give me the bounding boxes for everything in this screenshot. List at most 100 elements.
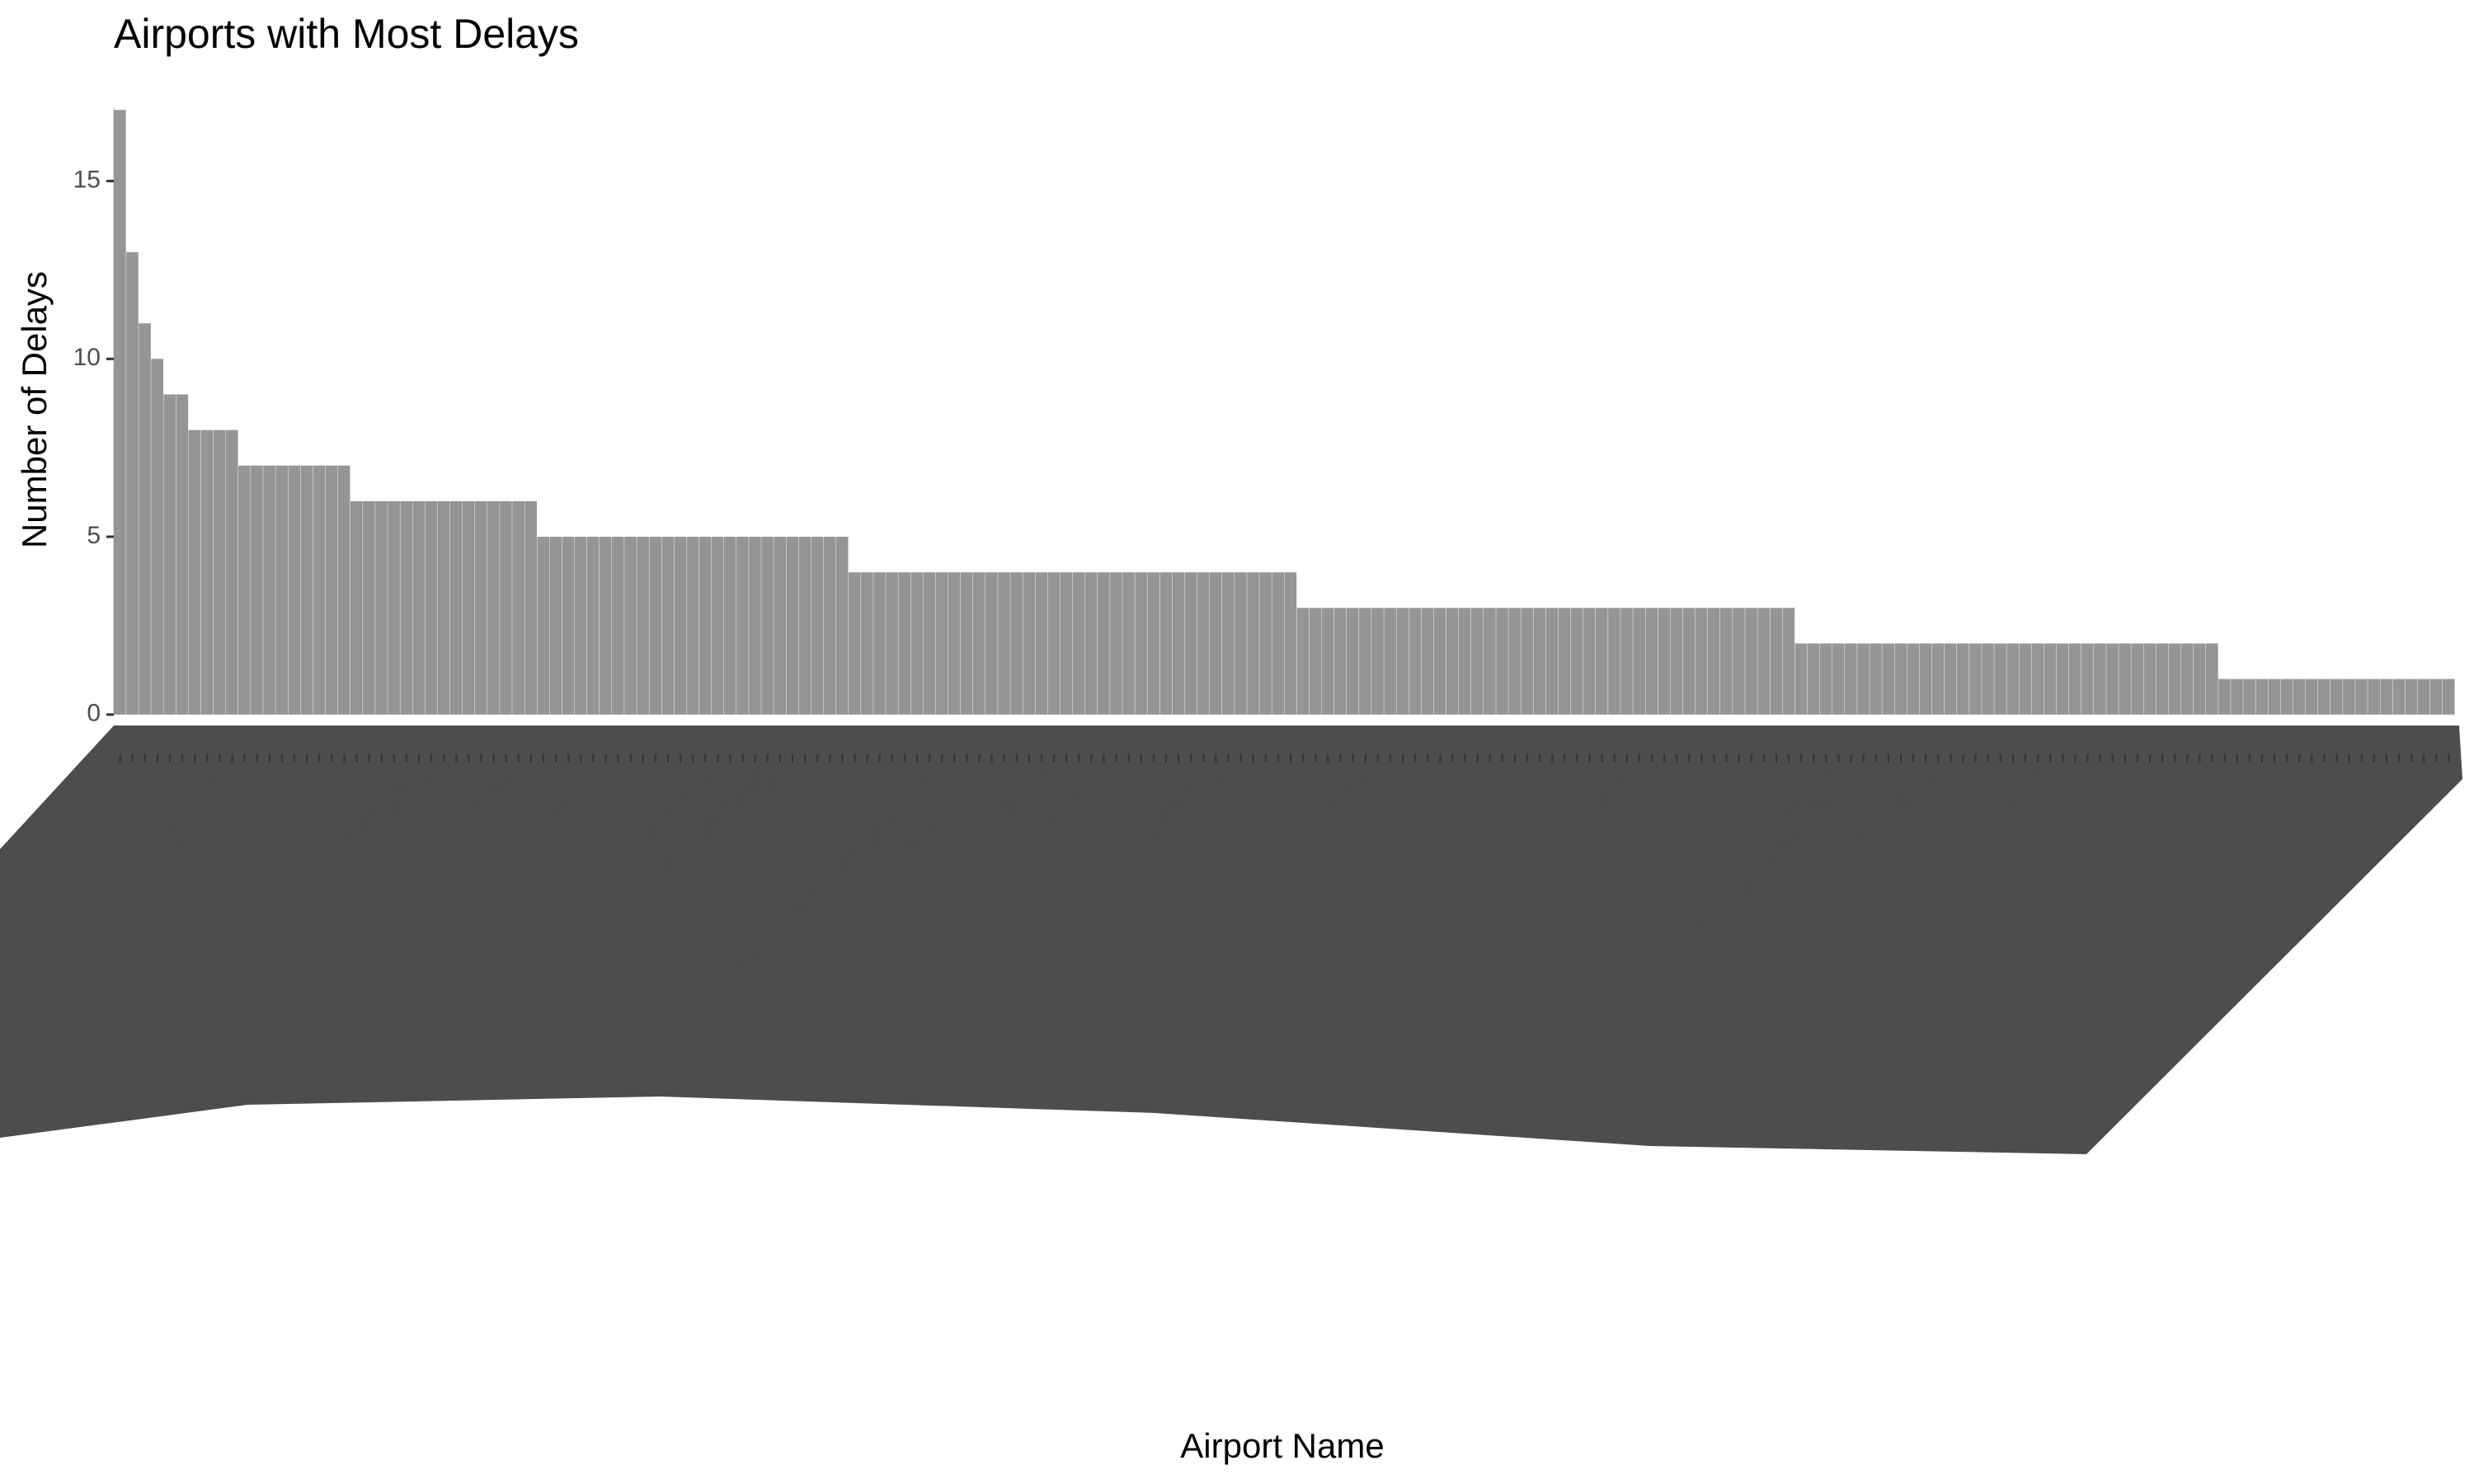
bar [1819, 643, 1832, 715]
bar [1645, 608, 1658, 715]
bar [1496, 608, 1508, 715]
bar [1982, 643, 1994, 715]
bar [1533, 608, 1546, 715]
bar [375, 500, 388, 715]
bar [1695, 608, 1708, 715]
bar [1521, 608, 1534, 715]
bar [1197, 572, 1210, 715]
bar [1209, 572, 1222, 715]
bar [736, 537, 749, 715]
bar [1596, 608, 1608, 715]
bar [1159, 572, 1173, 715]
bar [1247, 572, 1259, 715]
bar [2094, 643, 2106, 715]
bar [711, 537, 724, 715]
bar [1558, 608, 1571, 715]
bar [126, 251, 139, 715]
bar [537, 537, 550, 715]
bar [549, 537, 562, 715]
bar [823, 537, 836, 715]
bar [1384, 608, 1396, 715]
bar [474, 500, 487, 715]
bar [2417, 679, 2430, 715]
bar [2317, 679, 2331, 715]
bar [363, 500, 375, 715]
bar [2193, 643, 2206, 715]
bar [2044, 643, 2057, 715]
bar [649, 537, 661, 715]
bar [2255, 679, 2269, 715]
bar [661, 537, 675, 715]
bar [2205, 643, 2218, 715]
bar [2168, 643, 2181, 715]
bar [774, 537, 787, 715]
bar [1832, 643, 1845, 715]
bar [1857, 643, 1870, 715]
bar [2068, 643, 2081, 715]
bar [1047, 572, 1061, 715]
bar [761, 537, 774, 715]
bar [1620, 608, 1633, 715]
bar [325, 465, 338, 715]
bar [2131, 643, 2144, 715]
chart-title: Airports with Most Delays [114, 11, 579, 57]
bar [1794, 643, 1808, 715]
bar [1272, 572, 1285, 715]
bar [163, 394, 176, 715]
bar [786, 537, 799, 715]
bar [288, 465, 301, 715]
bar [251, 465, 263, 715]
bar [2106, 643, 2119, 715]
y-tick-label: 10 [73, 344, 101, 371]
bar [1733, 608, 1745, 715]
bar [524, 500, 537, 715]
bar [586, 537, 600, 715]
bar [1221, 572, 1235, 715]
bar [1633, 608, 1645, 715]
bar [1919, 643, 1932, 715]
bar [923, 572, 936, 715]
bar [425, 500, 438, 715]
bar [1184, 572, 1197, 715]
bar [1097, 572, 1110, 715]
bar [1484, 608, 1496, 715]
y-tick-label: 15 [73, 167, 101, 194]
bar [2056, 643, 2069, 715]
bar [1508, 608, 1521, 715]
bar [1770, 608, 1783, 715]
bar [1371, 608, 1384, 715]
bar [1359, 608, 1371, 715]
bar [811, 537, 824, 715]
bar [1035, 572, 1048, 715]
bar [1235, 572, 1247, 715]
y-axis-title: Number of Delays [15, 271, 54, 548]
x-axis-title: Airport Name [1180, 1426, 1384, 1465]
bar [2343, 679, 2355, 715]
bar [861, 572, 873, 715]
bar [1309, 608, 1322, 715]
bar [1396, 608, 1409, 715]
bar [151, 359, 163, 715]
bar [1707, 608, 1720, 715]
bar [114, 110, 126, 715]
bar [624, 537, 637, 715]
bar [350, 500, 363, 715]
x-label-mass [0, 726, 2462, 1154]
bar [2368, 679, 2380, 715]
bar [1570, 608, 1583, 715]
bar [998, 572, 1010, 715]
bar [275, 465, 288, 715]
bar [1658, 608, 1671, 715]
bar [1720, 608, 1733, 715]
bar [2280, 679, 2293, 715]
bar [1110, 572, 1122, 715]
bar [1757, 608, 1770, 715]
bar [1296, 608, 1310, 715]
bar [798, 537, 811, 715]
bar [1807, 643, 1820, 715]
bar [1147, 572, 1160, 715]
bar [835, 537, 849, 715]
bar [337, 465, 350, 715]
bar [2006, 643, 2020, 715]
bar [1583, 608, 1596, 715]
